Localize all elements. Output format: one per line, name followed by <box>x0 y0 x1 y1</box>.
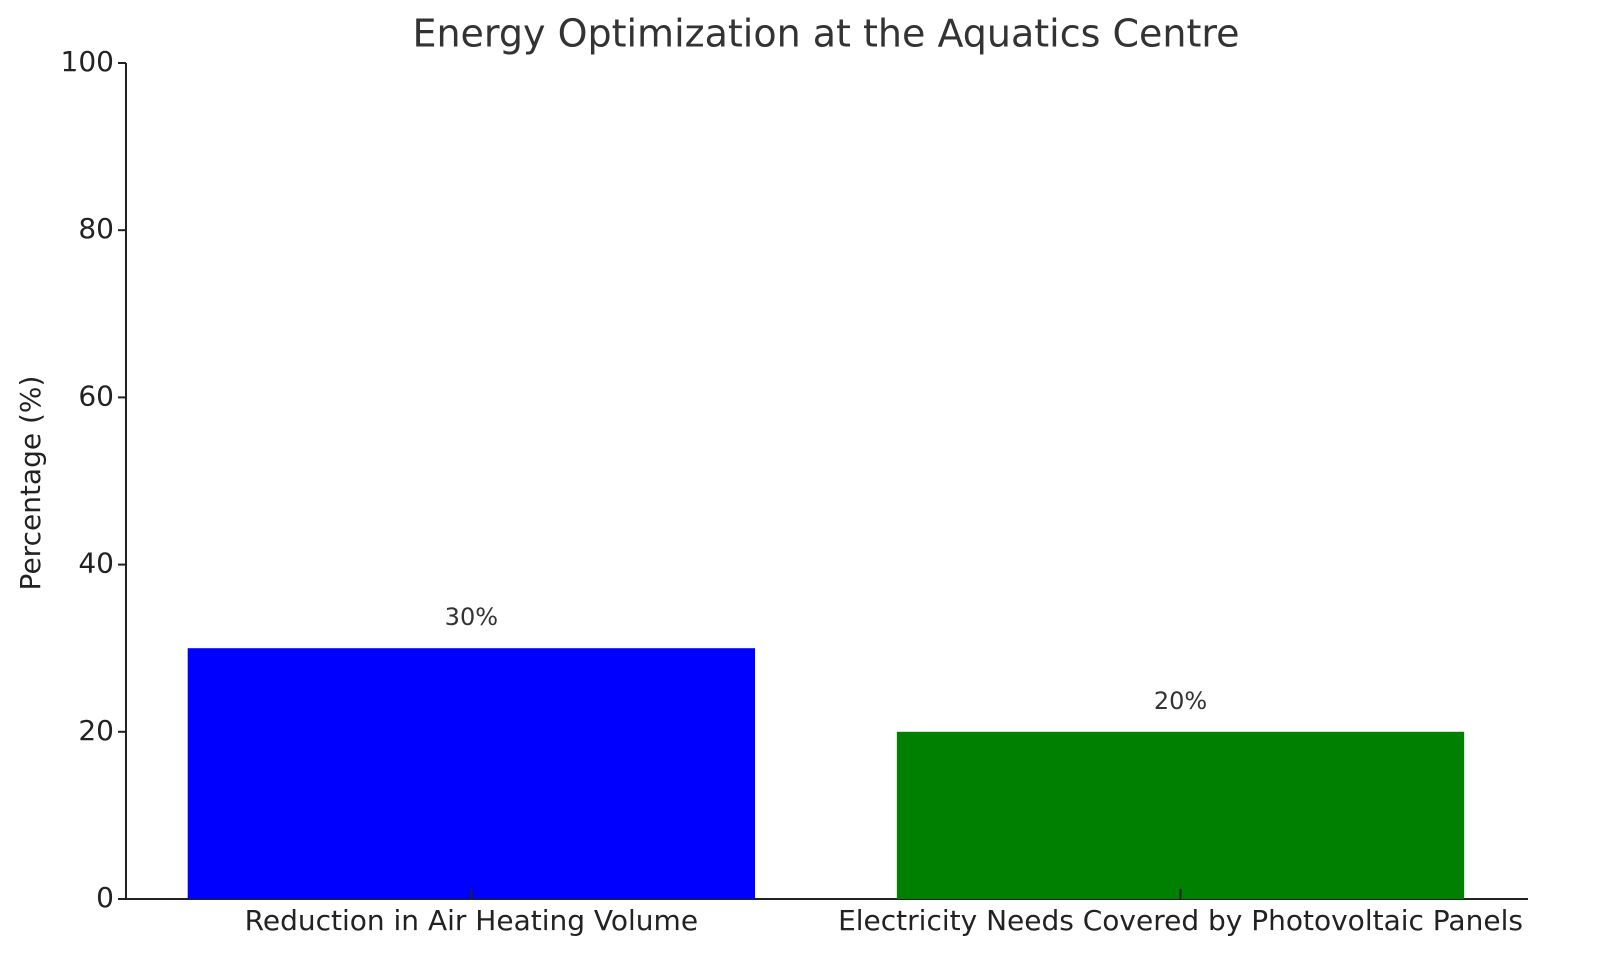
value-label: 20% <box>1154 687 1207 715</box>
y-tick-label: 80 <box>78 212 114 245</box>
value-label: 30% <box>445 603 498 631</box>
bar <box>896 731 1465 899</box>
chart-title: Energy Optimization at the Aquatics Cent… <box>412 12 1239 56</box>
x-tick-label: Reduction in Air Heating Volume <box>245 904 698 937</box>
y-tick-label: 20 <box>78 714 114 747</box>
y-tick-label: 0 <box>96 881 114 914</box>
y-axis-label: Percentage (%) <box>14 376 47 591</box>
x-tick-label: Electricity Needs Covered by Photovoltai… <box>838 904 1523 937</box>
y-tick-label: 60 <box>78 379 114 412</box>
y-tick-label: 40 <box>78 547 114 580</box>
y-tick-label: 100 <box>61 45 114 78</box>
bar <box>187 648 756 899</box>
